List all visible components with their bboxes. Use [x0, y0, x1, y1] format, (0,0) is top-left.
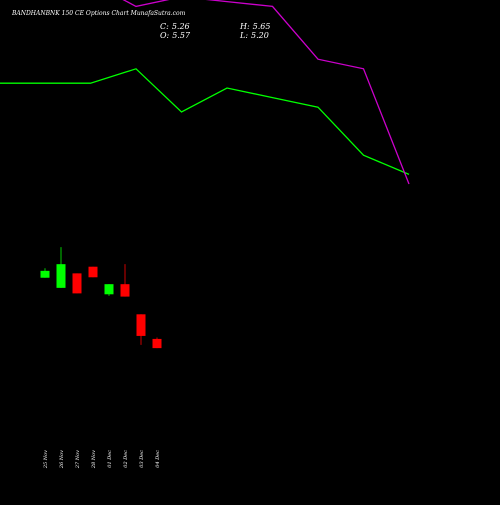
chart-title: BANDHANBNK 150 CE Options Chart MunafaSu… — [12, 10, 186, 17]
x-tick-label: 01 Dec — [107, 450, 113, 468]
x-tick-label: 03 Dec — [139, 450, 145, 468]
open-value: 5.57 — [172, 31, 191, 40]
candle-body — [104, 284, 114, 295]
close-readout: C: 5.26 — [160, 22, 190, 31]
high-label: H: — [240, 22, 250, 31]
high-readout: H: 5.65 — [240, 22, 270, 31]
low-label: L: — [240, 31, 249, 40]
candle-body — [120, 284, 130, 297]
open-label: O: — [160, 31, 170, 40]
candle-body — [72, 273, 82, 294]
candle-body — [88, 266, 98, 278]
close-value: 5.26 — [171, 22, 190, 31]
x-tick-label: 04 Dec — [155, 450, 161, 468]
low-readout: L: 5.20 — [240, 31, 269, 40]
low-value: 5.20 — [251, 31, 269, 40]
close-label: C: — [160, 22, 169, 31]
candle-body — [40, 270, 50, 278]
candle-body — [56, 264, 66, 288]
candle-body — [152, 338, 162, 349]
high-value: 5.65 — [252, 22, 271, 31]
x-tick-label: 28 Nov — [91, 450, 97, 469]
x-tick-label: 27 Nov — [75, 450, 81, 469]
x-tick-label: 02 Dec — [123, 450, 129, 468]
candle-body — [136, 314, 146, 336]
upper-line-series — [0, 68, 410, 175]
x-tick-label: 26 Nov — [59, 450, 65, 469]
x-tick-label: 25 Nov — [43, 450, 49, 469]
lower-line-series — [122, 0, 410, 185]
open-readout: O: 5.57 — [160, 31, 190, 40]
